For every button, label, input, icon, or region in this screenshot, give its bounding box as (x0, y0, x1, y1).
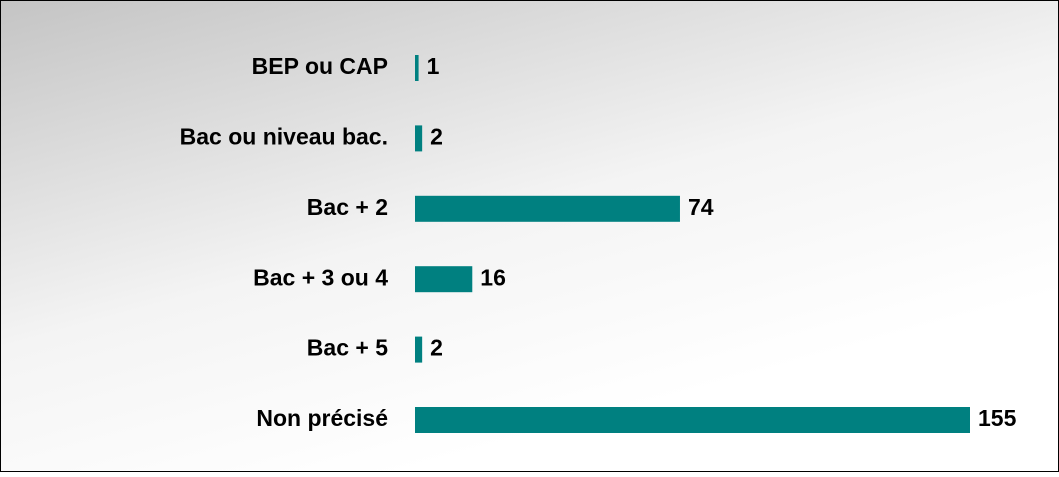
value-label: 2 (430, 335, 443, 361)
category-label: Bac + 2 (307, 194, 388, 220)
category-label: Bac + 3 ou 4 (253, 264, 388, 290)
value-label: 74 (688, 194, 714, 220)
bar (415, 336, 423, 363)
category-label: Bac ou niveau bac. (180, 123, 388, 149)
value-label: 16 (480, 264, 506, 290)
value-label: 2 (430, 123, 443, 149)
category-label: Non précisé (256, 405, 388, 431)
value-label: 1 (427, 53, 440, 79)
bar (415, 55, 419, 81)
value-label: 155 (978, 405, 1017, 431)
bar (415, 407, 970, 433)
category-label: Bac + 5 (307, 335, 388, 361)
bar (415, 125, 423, 152)
category-label: BEP ou CAP (252, 53, 388, 79)
bar (415, 266, 473, 293)
bar (415, 195, 680, 222)
